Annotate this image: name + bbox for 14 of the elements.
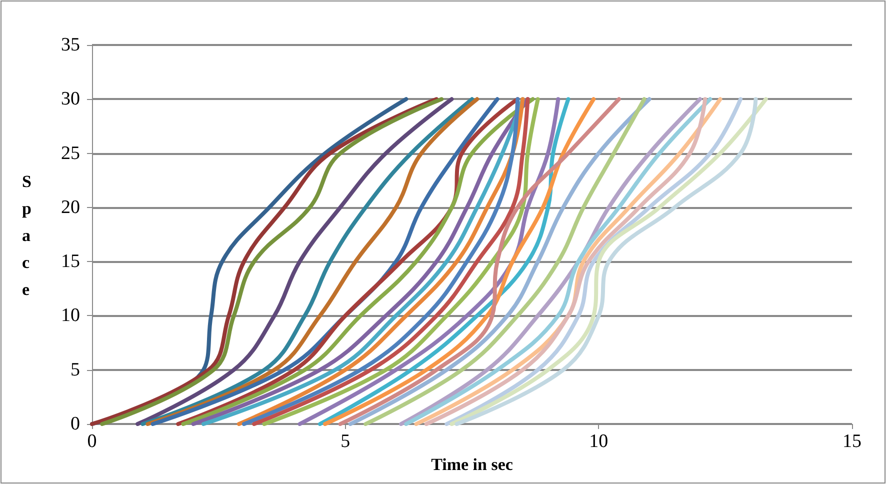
y-axis-title: Space — [22, 172, 32, 299]
x-tick-label: 15 — [842, 431, 862, 452]
y-tick-label: 15 — [61, 251, 80, 272]
x-tick-label: 10 — [589, 431, 608, 452]
y-tick-label: 0 — [70, 414, 80, 434]
y-tick-label: 20 — [61, 196, 80, 218]
y-tick-label: 25 — [61, 142, 80, 164]
y-tick-label: 5 — [70, 359, 80, 380]
x-tick-label: 0 — [87, 431, 97, 452]
y-tick-label: 10 — [61, 305, 80, 326]
y-tick-label: 35 — [61, 34, 80, 56]
x-axis-title: Time in sec — [431, 454, 514, 474]
y-tick-label: 30 — [61, 88, 80, 110]
x-tick-label: 5 — [340, 431, 350, 452]
